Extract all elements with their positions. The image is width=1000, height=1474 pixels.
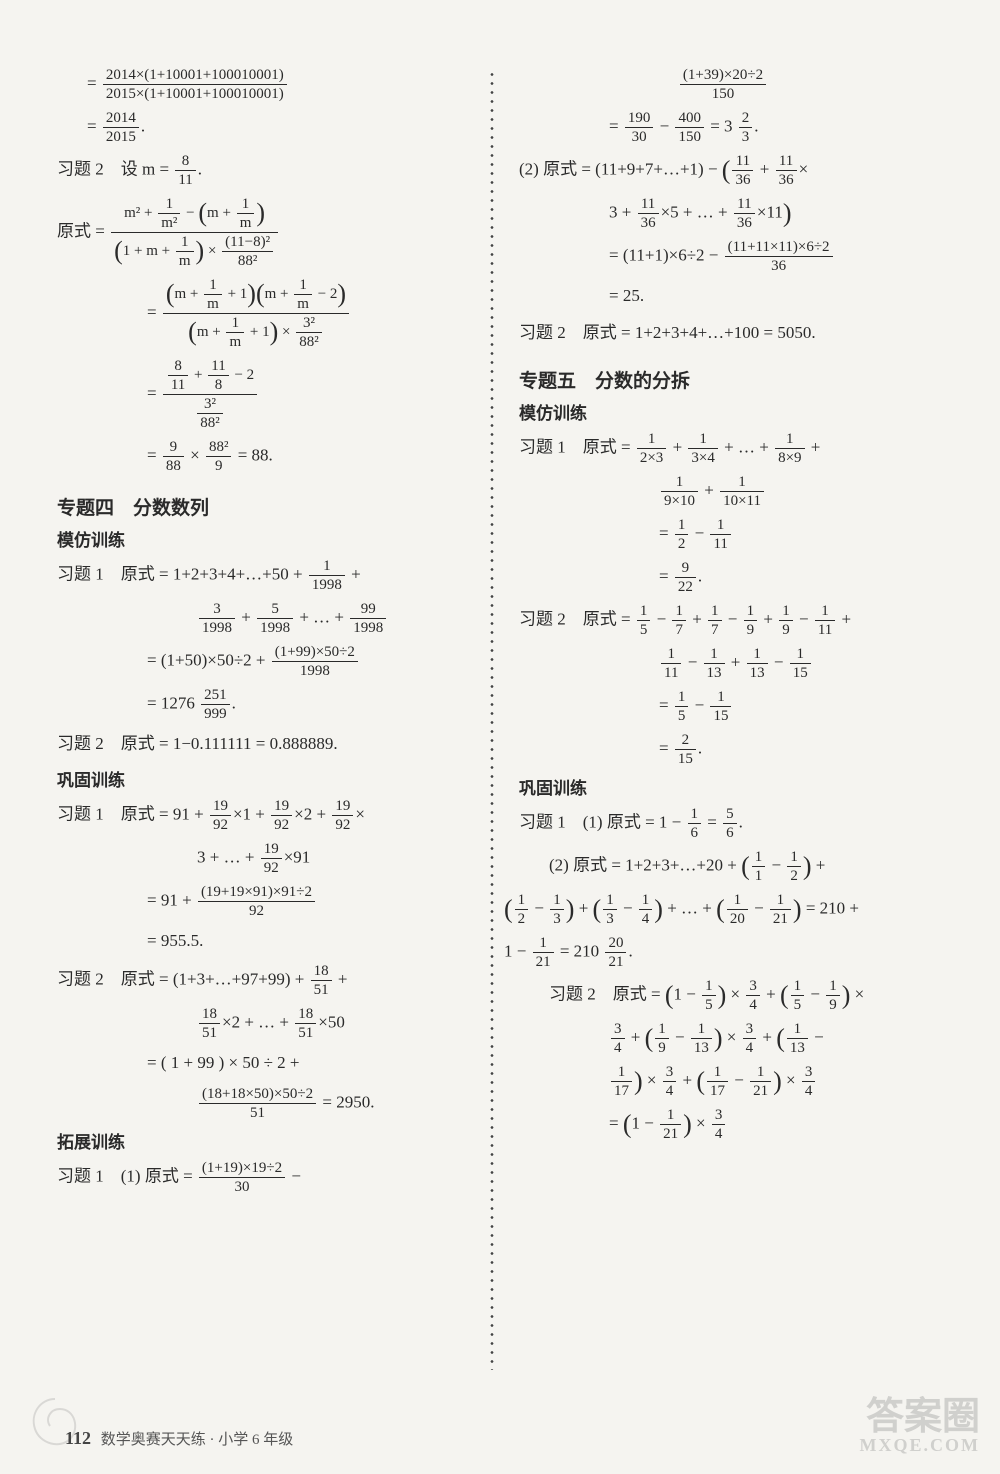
eq-line: 习题 1 原式 = 12×3 + 13×4 + … + 18×9 + — [519, 430, 927, 467]
eq-line: = 215. — [519, 731, 927, 768]
eq-line: (12 − 13) + (13 − 14) + … + (120 − 121) … — [504, 891, 927, 928]
eq-line: 习题 2 原式 = 15 − 17 + 17 − 19 + 19 − 111 + — [519, 602, 927, 639]
eq-line: = 91 + (19+19×91)×91÷292 — [57, 883, 470, 920]
problem-label: 习题 2 设 m = 811. — [57, 152, 470, 189]
eq-line: 117) × 34 + (117 − 121) × 34 — [519, 1063, 927, 1100]
eq-line: = 20142015. — [57, 109, 470, 146]
page-body: = 2014×(1+10001+100010001)2015×(1+10001+… — [0, 0, 1000, 1380]
sub-heading: 模仿训练 — [57, 526, 470, 551]
eq-line: 习题 2 原式 = 1−0.111111 = 0.888889. — [57, 729, 470, 760]
page-footer: 112 数学奥赛天天练 · 小学 6 年级 — [65, 1428, 293, 1449]
sub-heading: 巩固训练 — [519, 774, 927, 799]
eq-line: = 15 − 115 — [519, 688, 927, 725]
eq-line: 3 + 1136×5 + … + 1136×11) — [519, 195, 927, 232]
eq-line: = 988 × 88²9 = 88. — [57, 438, 470, 475]
eq-line: = ( 1 + 99 ) × 50 ÷ 2 + — [57, 1048, 470, 1079]
eq-line: = 25. — [519, 281, 927, 312]
eq-line: 1851×2 + … + 1851×50 — [57, 1005, 470, 1042]
eq-line: 111 − 113 + 113 − 115 — [519, 645, 927, 682]
eq-line: = 1276 251999. — [57, 686, 470, 723]
topic-heading: 专题五 分数的分拆 — [519, 366, 927, 393]
eq-line: (1+39)×20÷2150 — [519, 66, 927, 103]
eq-line: 习题 1 (1) 原式 = (1+19)×19÷230 − — [57, 1159, 470, 1196]
page-number: 112 — [65, 1428, 91, 1449]
eq-line: = 19030 − 400150 = 3 23. — [519, 109, 927, 146]
watermark-url: MXQE.COM — [860, 1436, 980, 1454]
eq-line: (2) 原式 = (11+9+7+…+1) − (1136 + 1136× — [519, 152, 927, 189]
eq-line: = 12 − 111 — [519, 516, 927, 553]
eq-line: = 2014×(1+10001+100010001)2015×(1+10001+… — [57, 66, 470, 103]
eq-line: = (11+1)×6÷2 − (11+11×11)×6÷236 — [519, 238, 927, 275]
eq-line: 19×10 + 110×11 — [519, 473, 927, 510]
eq-line: = (m + 1m + 1)(m + 1m − 2) (m + 1m + 1) … — [57, 276, 470, 351]
eq-line: 3 + … + 1992×91 — [57, 840, 470, 877]
eq-line: 原式 = m² + 1m² − (m + 1m) (1 + m + 1m) × … — [57, 195, 470, 270]
eq-line: 习题 1 原式 = 91 + 1992×1 + 1992×2 + 1992× — [57, 797, 470, 834]
sub-heading: 拓展训练 — [57, 1128, 470, 1153]
eq-line: (2) 原式 = 1+2+3+…+20 + (11 − 12) + — [519, 848, 927, 885]
eq-line: 习题 1 原式 = 1+2+3+4+…+50 + 11998 + — [57, 557, 470, 594]
eq-line: 34 + (19 − 113) × 34 + (113 − — [519, 1020, 927, 1057]
eq-line: 习题 1 (1) 原式 = 1 − 16 = 56. — [519, 805, 927, 842]
right-column: (1+39)×20÷2150 = 19030 − 400150 = 3 23. … — [494, 60, 939, 1300]
left-column: = 2014×(1+10001+100010001)2015×(1+10001+… — [45, 60, 490, 1300]
eq-line: = (1+50)×50÷2 + (1+99)×50÷21998 — [57, 643, 470, 680]
eq-line: 1 − 121 = 210 2021. — [504, 934, 927, 971]
eq-line: 31998 + 51998 + … + 991998 — [57, 600, 470, 637]
watermark-text: 答案圈 — [866, 1396, 980, 1438]
eq-line: 习题 2 原式 = 1+2+3+4+…+100 = 5050. — [519, 318, 927, 349]
eq-line: 习题 2 原式 = (1+3+…+97+99) + 1851 + — [57, 962, 470, 999]
topic-heading: 专题四 分数数列 — [57, 493, 470, 520]
sub-heading: 巩固训练 — [57, 766, 470, 791]
footer-title: 数学奥赛天天练 · 小学 6 年级 — [101, 1432, 294, 1448]
watermark: 答案圈 MXQE.COM — [860, 1398, 980, 1454]
sub-heading: 模仿训练 — [519, 399, 927, 424]
eq-line: (18+18×50)×50÷251 = 2950. — [57, 1085, 470, 1122]
eq-line: = (1 − 121) × 34 — [519, 1106, 927, 1143]
eq-line: = 955.5. — [57, 926, 470, 957]
eq-line: = 922. — [519, 559, 927, 596]
eq-line: = 811 + 118 − 2 3²88² — [57, 357, 470, 432]
eq-line: 习题 2 原式 = (1 − 15) × 34 + (15 − 19) × — [519, 977, 927, 1014]
